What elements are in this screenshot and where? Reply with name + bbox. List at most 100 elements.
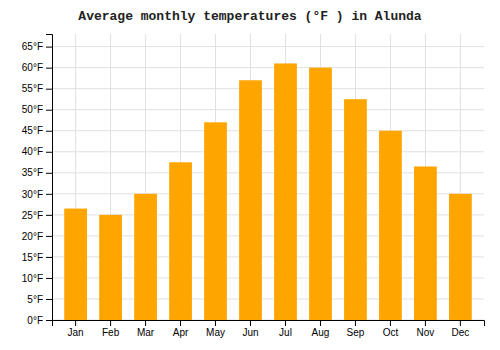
x-axis: Jan Feb Mar Apr May Jun Jul Aug Sep Oct Nov Dec: [53, 320, 485, 338]
y-tick-label: 45°F: [22, 125, 43, 136]
x-tick-label: Sep: [347, 327, 365, 338]
x-tick: Apr: [173, 320, 189, 338]
grid-line-y: [52, 67, 484, 68]
y-tick-mark: [46, 215, 52, 216]
bar: [414, 166, 437, 320]
y-tick-label: 50°F: [22, 104, 43, 115]
x-tick: Sep: [347, 320, 365, 338]
grid-line-y: [52, 46, 484, 47]
grid-line-y: [52, 151, 484, 152]
y-tick-mark: [46, 236, 52, 237]
x-tick-mark: [215, 320, 216, 326]
bar: [239, 80, 262, 320]
x-tick-label: Aug: [312, 327, 330, 338]
bar: [134, 194, 157, 320]
x-tick: Jun: [242, 320, 258, 338]
y-tick: 30°F: [22, 189, 52, 200]
y-tick-label: 25°F: [22, 210, 43, 221]
x-tick-mark: [250, 320, 251, 326]
y-tick-label: 0°F: [27, 315, 43, 326]
bar: [344, 99, 367, 320]
x-tick: May: [206, 320, 225, 338]
grid: [52, 34, 484, 320]
y-tick: 60°F: [22, 62, 52, 73]
bar: [99, 215, 122, 320]
x-tick-label: May: [206, 327, 225, 338]
x-tick: Jul: [279, 320, 292, 338]
chart-container: Average monthly temperatures (°F ) in Al…: [0, 0, 500, 350]
x-tick: Dec: [451, 320, 469, 338]
plot-area: 0°F 5°F 10°F 15°F 20°F 25°F 30°F 35°F 40°F 45°F 50…: [22, 34, 485, 338]
y-tick-mark: [46, 152, 52, 153]
grid-line-y: [52, 88, 484, 89]
x-tick-mark: [355, 320, 356, 326]
y-tick-label: 35°F: [22, 167, 43, 178]
y-tick-mark: [46, 320, 52, 321]
y-tick: 65°F: [22, 41, 52, 52]
y-axis-line: [46, 35, 53, 321]
x-tick-mark: [145, 320, 146, 326]
y-tick: 5°F: [27, 294, 52, 305]
y-tick-mark: [46, 110, 52, 111]
y-tick-mark: [46, 257, 52, 258]
y-tick: 50°F: [22, 104, 52, 115]
bar: [449, 194, 472, 320]
x-tick-mark: [180, 320, 181, 326]
y-tick-mark: [46, 194, 52, 195]
y-tick-mark: [46, 47, 52, 48]
grid-line-y: [52, 109, 484, 110]
bar: [204, 122, 227, 320]
y-tick-mark: [46, 173, 52, 174]
y-tick: 20°F: [22, 231, 52, 242]
x-tick-label: Jun: [242, 327, 258, 338]
bar: [169, 162, 192, 320]
chart-title: Average monthly temperatures (°F ) in Al…: [78, 9, 421, 24]
x-tick-mark: [460, 320, 461, 326]
y-tick-label: 20°F: [22, 231, 43, 242]
bar: [64, 209, 87, 320]
x-tick-mark: [390, 320, 391, 326]
x-tick: Feb: [102, 320, 120, 338]
y-tick: 0°F: [27, 315, 52, 326]
bar: [274, 63, 297, 320]
x-tick-label: Jan: [68, 327, 84, 338]
bar: [309, 68, 332, 320]
x-tick: Mar: [137, 320, 155, 338]
y-tick: 45°F: [22, 125, 52, 136]
y-tick-label: 55°F: [22, 83, 43, 94]
x-tick-mark: [425, 320, 426, 326]
y-tick: 10°F: [22, 273, 52, 284]
x-tick-label: Dec: [451, 327, 469, 338]
y-tick-mark: [46, 89, 52, 90]
y-tick-mark: [46, 299, 52, 300]
y-tick-mark: [46, 278, 52, 279]
x-axis-line: [53, 321, 485, 327]
x-tick-label: Oct: [383, 327, 399, 338]
y-tick-label: 40°F: [22, 146, 43, 157]
bars: [64, 63, 472, 320]
y-tick: 35°F: [22, 167, 52, 178]
y-tick-label: 5°F: [27, 294, 43, 305]
y-axis: 0°F 5°F 10°F 15°F 20°F 25°F 30°F 35°F 40°F 45°F 50…: [22, 35, 53, 326]
x-tick-label: Nov: [417, 327, 435, 338]
x-tick-label: Jul: [279, 327, 292, 338]
x-tick-mark: [110, 320, 111, 326]
y-tick-label: 60°F: [22, 62, 43, 73]
x-tick-mark: [285, 320, 286, 326]
y-tick-label: 65°F: [22, 41, 43, 52]
x-tick-label: Feb: [102, 327, 120, 338]
bar: [379, 131, 402, 320]
y-tick-mark: [46, 131, 52, 132]
y-tick: 55°F: [22, 83, 52, 94]
y-tick-label: 10°F: [22, 273, 43, 284]
y-tick-mark: [46, 68, 52, 69]
y-tick: 40°F: [22, 146, 52, 157]
y-tick: 25°F: [22, 210, 52, 221]
y-tick-label: 30°F: [22, 189, 43, 200]
grid-line-y: [52, 130, 484, 131]
x-tick-label: Apr: [173, 327, 189, 338]
y-tick: 15°F: [22, 252, 52, 263]
x-tick: Aug: [312, 320, 330, 338]
x-tick: Jan: [68, 320, 84, 338]
x-tick: Oct: [383, 320, 399, 338]
